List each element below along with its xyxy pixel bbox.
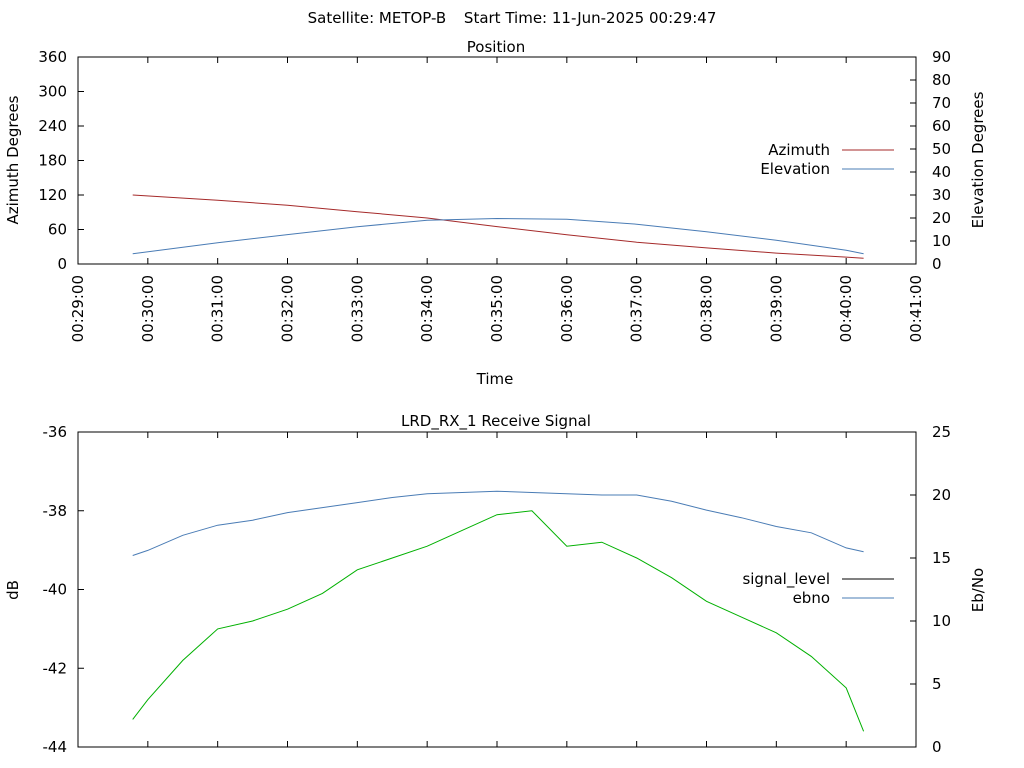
position-y2-axis-label: Elevation Degrees — [969, 91, 987, 228]
x-tick-label: 00:35:00 — [488, 275, 506, 342]
y2-tick-label: 40 — [932, 163, 951, 181]
legend-label: signal_level — [742, 570, 830, 589]
y-tick-label: 300 — [38, 83, 67, 101]
y2-tick-label: 0 — [932, 738, 942, 756]
y-tick-label: 240 — [38, 117, 67, 135]
signal-y-axis-label: dB — [4, 580, 22, 600]
legend-label: Elevation — [760, 160, 830, 178]
signal-chart: LRD_RX_1 Receive Signal -44 -42 -40 -38 -36 0… — [4, 412, 987, 756]
y2-tick-label: 60 — [932, 117, 951, 135]
y2-tick-label: 20 — [932, 209, 951, 227]
y2-tick-label: 50 — [932, 140, 951, 158]
position-y-axis-label: Azimuth Degrees — [4, 95, 22, 224]
y2-tick-label: 90 — [932, 48, 951, 66]
signal-plot-area — [77, 431, 917, 748]
y-tick-label: 180 — [38, 152, 67, 170]
y-tick-label: 120 — [38, 186, 67, 204]
y-tick-label: 360 — [38, 48, 67, 66]
y-tick-label: -38 — [43, 502, 68, 520]
x-tick-label: 00:41:00 — [907, 275, 925, 342]
legend-label: Azimuth — [768, 141, 830, 159]
x-tick-label: 00:29:00 — [69, 275, 87, 342]
y-tick-label: -44 — [43, 738, 68, 756]
y2-tick-label: 10 — [932, 612, 951, 630]
satellite-label: Satellite: METOP-B — [308, 9, 446, 27]
position-chart: Position 0 60 120 180 240 300 360 0 10 20 30 40 50 60… — [4, 38, 987, 388]
y-tick-label: -40 — [43, 581, 68, 599]
x-tick-label: 00:31:00 — [209, 275, 227, 342]
series-line-ebno — [132, 490, 864, 556]
x-tick-label: 00:38:00 — [698, 275, 716, 342]
y2-tick-label: 15 — [932, 549, 951, 567]
legend-label: ebno — [793, 589, 830, 607]
y-tick-label: 60 — [48, 221, 67, 239]
x-tick-label: 00:40:00 — [837, 275, 855, 342]
y2-tick-label: 20 — [932, 486, 951, 504]
x-tick-label: 00:39:00 — [767, 275, 785, 342]
position-x-axis-label: Time — [476, 370, 514, 388]
y2-tick-label: 10 — [932, 232, 951, 250]
start-time-label: Start Time: 11-Jun-2025 00:29:47 — [464, 9, 716, 27]
series-line-azimuth — [132, 194, 864, 259]
y2-tick-label: 80 — [932, 71, 951, 89]
y-tick-label: -42 — [43, 659, 68, 677]
y2-tick-label: 0 — [932, 255, 942, 273]
signal-chart-title: LRD_RX_1 Receive Signal — [401, 412, 591, 431]
signal-series — [132, 490, 865, 732]
y2-tick-label: 70 — [932, 94, 951, 112]
x-tick-label: 00:34:00 — [418, 275, 436, 342]
series-line-elevation — [132, 217, 864, 255]
x-tick-label: 00:33:00 — [348, 275, 366, 342]
position-series — [132, 194, 864, 259]
x-tick-label: 00:36:00 — [558, 275, 576, 342]
signal-y2-axis-label: Eb/No — [969, 568, 987, 612]
y-tick-label: -36 — [43, 423, 68, 441]
signal-ticks: -44 -42 -40 -38 -36 0 5 10 15 20 25 — [43, 423, 952, 756]
x-tick-label: 00:32:00 — [279, 275, 297, 342]
y2-tick-label: 5 — [932, 675, 942, 693]
y2-tick-label: 30 — [932, 186, 951, 204]
position-chart-title: Position — [467, 38, 525, 56]
series-line-signal-level — [132, 510, 865, 732]
x-tick-label: 00:37:00 — [628, 275, 646, 342]
position-ticks: 0 60 120 180 240 300 360 0 10 20 30 40 50 60 70 80 90 00:… — [38, 48, 951, 342]
y2-tick-label: 25 — [932, 423, 951, 441]
chart-header: Satellite: METOP-B Start Time: 11-Jun-202… — [308, 9, 717, 27]
y-tick-label: 0 — [57, 255, 67, 273]
x-tick-label: 00:30:00 — [139, 275, 157, 342]
